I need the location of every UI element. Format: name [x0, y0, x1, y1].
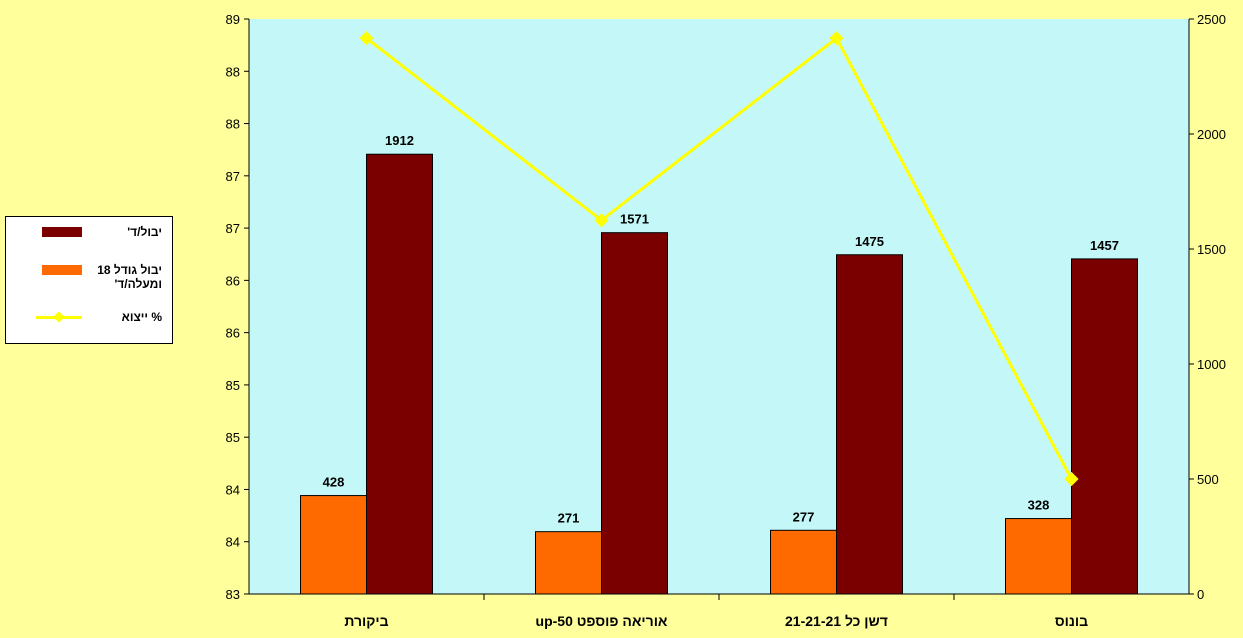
right-axis-tick-label: 500 [1197, 472, 1219, 487]
right-axis-tick-label: 1000 [1197, 357, 1226, 372]
category-label: אוריאה פוספט 50-up [536, 613, 668, 629]
data-label: 1475 [855, 234, 884, 249]
bar [1071, 258, 1138, 595]
legend-label-yield: יבול/ד' [127, 225, 162, 239]
bar [1005, 518, 1072, 595]
right-axis-tick-label: 2000 [1197, 127, 1226, 142]
data-label: 1912 [385, 133, 414, 148]
legend-swatch-yield [42, 227, 82, 237]
category-label: בונוס [1055, 613, 1088, 629]
right-axis-tick-label: 2500 [1197, 12, 1226, 27]
left-axis-tick-label: 87 [226, 221, 240, 236]
bar [836, 254, 903, 595]
left-axis-tick-label: 88 [226, 64, 240, 79]
bars [300, 153, 1138, 595]
left-axis-tick-label: 86 [226, 326, 240, 341]
category-label: דשן כל 21-21-21 [785, 613, 888, 629]
legend-swatch-yield-18 [42, 265, 82, 275]
left-axis-tick-label: 83 [226, 587, 240, 602]
left-axis-tick-label: 88 [226, 117, 240, 132]
left-axis-tick-label: 84 [226, 482, 240, 497]
legend: יבול/ד' יבול גודל 18 ומעלה/ד' % ייצוא [5, 216, 173, 344]
left-axis-tick-label: 86 [226, 273, 240, 288]
bar [535, 531, 602, 595]
line-point [594, 213, 609, 228]
left-axis-tick-label: 89 [226, 12, 240, 27]
data-label: 277 [793, 509, 815, 524]
line-series [359, 31, 1079, 487]
bar [366, 153, 433, 595]
left-axis-tick-label: 84 [226, 535, 240, 550]
data-label: 1457 [1090, 238, 1119, 253]
data-label: 271 [558, 511, 580, 526]
legend-label-yield-18: יבול גודל 18 ומעלה/ד' [97, 263, 162, 291]
left-axis-tick-label: 85 [226, 378, 240, 393]
data-label: 328 [1028, 498, 1050, 513]
left-axis-tick-label: 87 [226, 169, 240, 184]
bar [300, 495, 367, 595]
left-axis-tick-label: 85 [226, 430, 240, 445]
line-point [829, 31, 844, 46]
line-point [1064, 471, 1079, 487]
line-point [359, 31, 374, 46]
bar [770, 529, 837, 595]
legend-label-export: % ייצוא [121, 310, 162, 324]
category-label: ביקורת [344, 613, 388, 629]
bar [601, 232, 668, 595]
right-axis-tick-label: 0 [1197, 587, 1204, 602]
export-line [365, 35, 1073, 480]
data-label: 1571 [620, 212, 649, 227]
right-axis-tick-label: 1500 [1197, 242, 1226, 257]
data-label: 428 [323, 475, 345, 490]
legend-marker-export [53, 311, 65, 323]
labels: 428 271 277 328 1912 1571 1475 1457 [323, 133, 1119, 525]
